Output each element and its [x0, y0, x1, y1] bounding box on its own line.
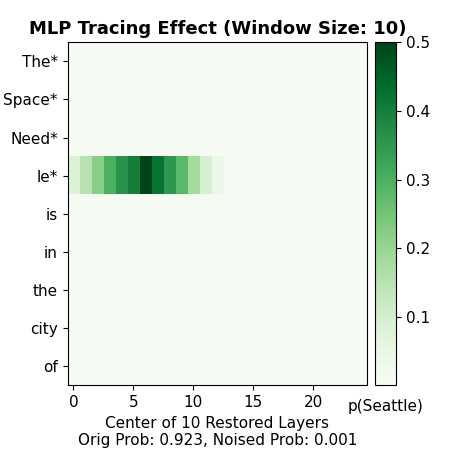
Title: MLP Tracing Effect (Window Size: 10): MLP Tracing Effect (Window Size: 10) — [28, 20, 406, 38]
Text: p(Seattle): p(Seattle) — [347, 399, 423, 414]
X-axis label: Center of 10 Restored Layers
Orig Prob: 0.923, Noised Prob: 0.001: Center of 10 Restored Layers Orig Prob: … — [77, 415, 357, 448]
